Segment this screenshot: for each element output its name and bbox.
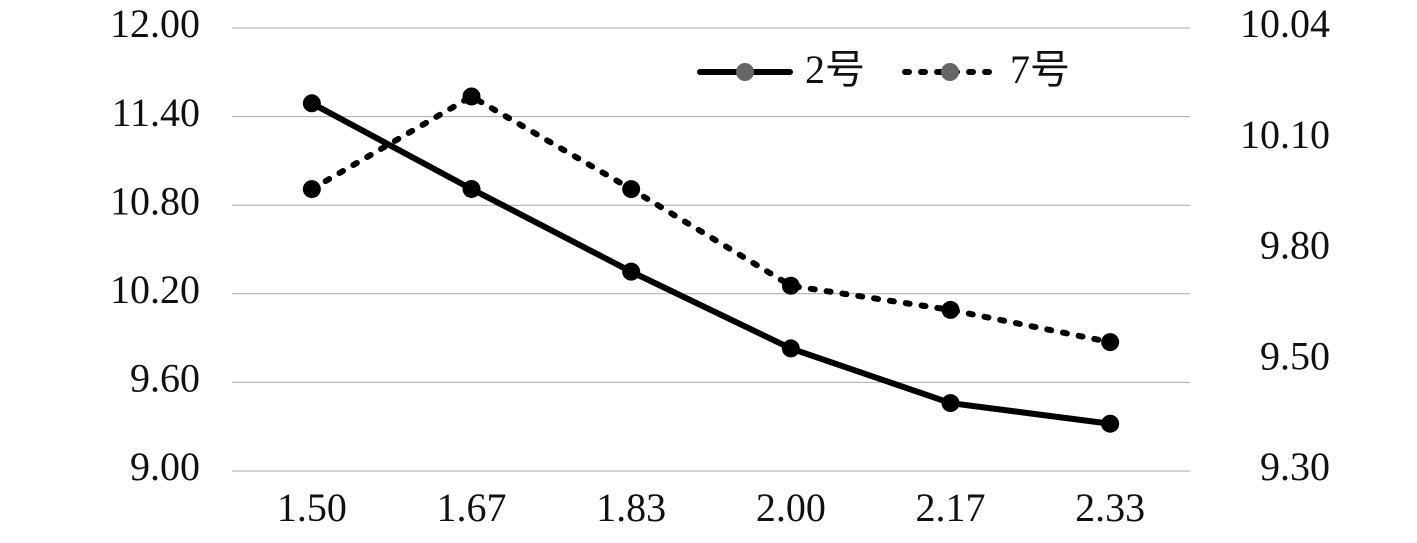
legend-marker [941,63,959,81]
data-point [462,179,481,198]
data-point [622,262,641,281]
legend-marker [736,63,754,81]
x-tick-label: 2.33 [1075,485,1145,530]
data-point [622,180,641,199]
series-line [308,92,1114,346]
legend-label: 2号 [805,47,865,92]
y2-tick-label: 9.80 [1260,223,1330,268]
y-tick-label: 10.20 [110,267,200,312]
data-point [1101,414,1120,433]
x-tick-label: 1.83 [596,485,666,530]
y2-tick-label: 10.04 [1240,1,1330,46]
data-point [302,94,321,113]
x-tick-label: 1.67 [437,485,507,530]
y-tick-label: 12.00 [110,1,200,46]
x-tick-label: 2.17 [916,485,986,530]
y2-tick-label: 9.50 [1260,333,1330,378]
y2-tick-label: 9.30 [1260,444,1330,489]
data-point [781,276,800,295]
y-tick-label: 9.00 [130,444,200,489]
data-point [302,180,321,199]
data-point [1101,333,1120,352]
legend-label: 7号 [1010,47,1070,92]
y2-tick-label: 10.10 [1240,112,1330,157]
y-tick-label: 9.60 [130,356,200,401]
data-point [941,394,960,413]
data-point [781,339,800,358]
series-line [308,100,1114,427]
y-tick-label: 11.40 [111,90,200,135]
x-tick-label: 1.50 [277,485,347,530]
y-tick-label: 10.80 [110,178,200,223]
data-point [462,87,481,106]
data-point [941,300,960,319]
x-tick-label: 2.00 [756,485,826,530]
